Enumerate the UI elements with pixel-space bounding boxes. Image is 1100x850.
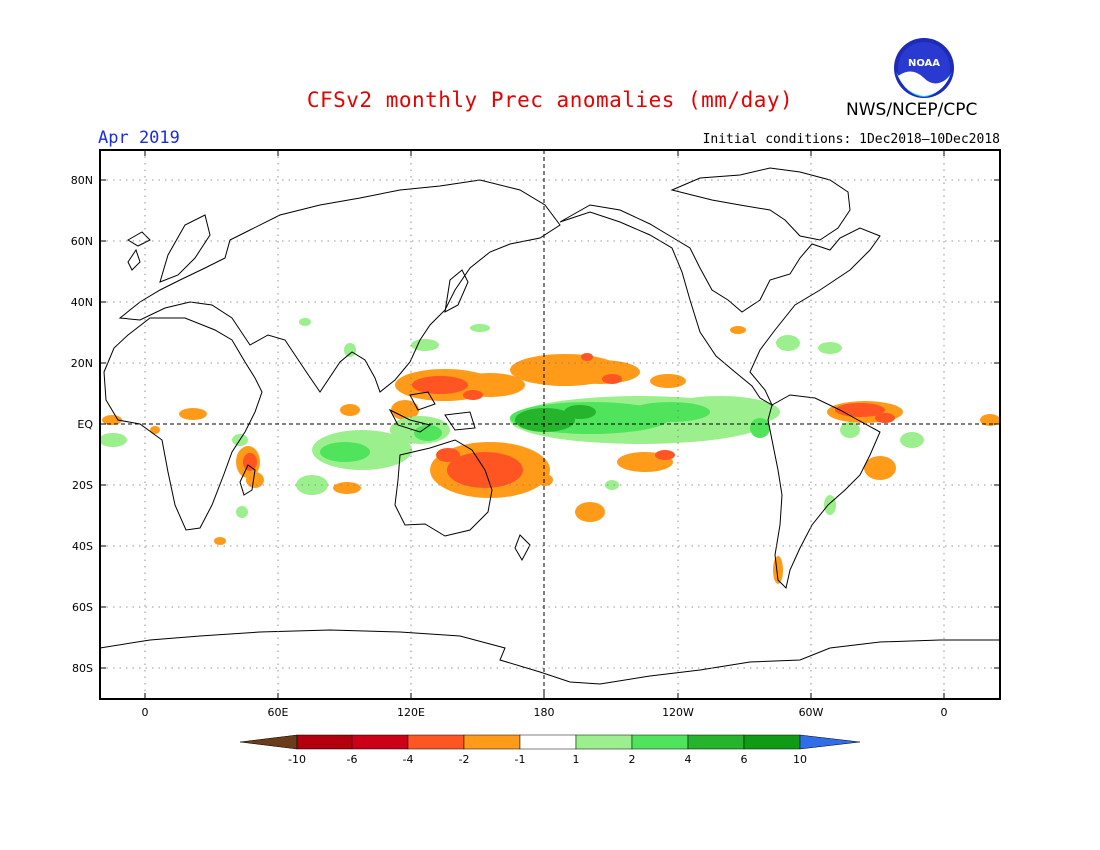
anomaly-field bbox=[100, 318, 1000, 584]
noaa-logo-text: NOAA bbox=[908, 58, 940, 69]
lon-label: 60W bbox=[799, 706, 824, 719]
lat-label: 40S bbox=[72, 540, 93, 553]
lat-label: 60S bbox=[72, 601, 93, 614]
legend-swatch bbox=[743, 734, 801, 750]
legend-label: 4 bbox=[685, 753, 692, 766]
latitude-labels: 80N 60N 40N 20N EQ 20S 40S 60S 80S bbox=[71, 174, 94, 675]
org-label: NWS/NCEP/CPC bbox=[846, 100, 978, 120]
lon-label: 0 bbox=[142, 706, 149, 719]
legend-label: 10 bbox=[793, 753, 807, 766]
lat-label: 60N bbox=[71, 235, 93, 248]
legend-label: -4 bbox=[403, 753, 414, 766]
lat-label: 20S bbox=[72, 479, 93, 492]
legend-label: 2 bbox=[629, 753, 636, 766]
legend-label: -1 bbox=[515, 753, 526, 766]
longitude-labels: 0 60E 120E 180 120W 60W 0 bbox=[142, 706, 948, 719]
legend-swatch bbox=[575, 734, 633, 750]
legend-arrow-low bbox=[239, 734, 298, 750]
lon-label: 180 bbox=[534, 706, 555, 719]
coastlines bbox=[100, 167, 1000, 685]
forecast-month: Apr 2019 bbox=[98, 128, 180, 148]
noaa-logo: NOAA bbox=[894, 38, 954, 98]
initial-conditions: Initial conditions: 1Dec2018–10Dec2018 bbox=[702, 132, 1000, 147]
reference-lines bbox=[100, 150, 1000, 699]
lon-label: 60E bbox=[268, 706, 289, 719]
lon-label: 120W bbox=[662, 706, 694, 719]
legend-swatch bbox=[687, 734, 745, 750]
legend-label: -2 bbox=[459, 753, 470, 766]
lat-label: 40N bbox=[71, 296, 93, 309]
legend-label: -6 bbox=[347, 753, 358, 766]
legend-swatch bbox=[631, 734, 689, 750]
legend-swatch bbox=[407, 734, 465, 750]
legend-label: 6 bbox=[741, 753, 748, 766]
legend-label: 1 bbox=[573, 753, 580, 766]
lon-label: 0 bbox=[941, 706, 948, 719]
legend-label: -10 bbox=[288, 753, 306, 766]
legend-swatch bbox=[519, 734, 577, 750]
legend-arrow-high bbox=[799, 734, 861, 750]
chart-title: CFSv2 monthly Prec anomalies (mm/day) bbox=[306, 88, 794, 112]
lat-label: 20N bbox=[71, 357, 93, 370]
lat-label: 80N bbox=[71, 174, 93, 187]
color-legend: -10 -6 -4 -2 -1 1 2 4 6 10 bbox=[239, 734, 861, 766]
legend-swatch bbox=[463, 734, 521, 750]
tick-marks bbox=[100, 150, 1000, 699]
legend-swatch bbox=[296, 734, 353, 750]
legend-swatch bbox=[351, 734, 409, 750]
lat-label: EQ bbox=[77, 418, 93, 431]
lon-label: 120E bbox=[397, 706, 425, 719]
lat-label: 80S bbox=[72, 662, 93, 675]
